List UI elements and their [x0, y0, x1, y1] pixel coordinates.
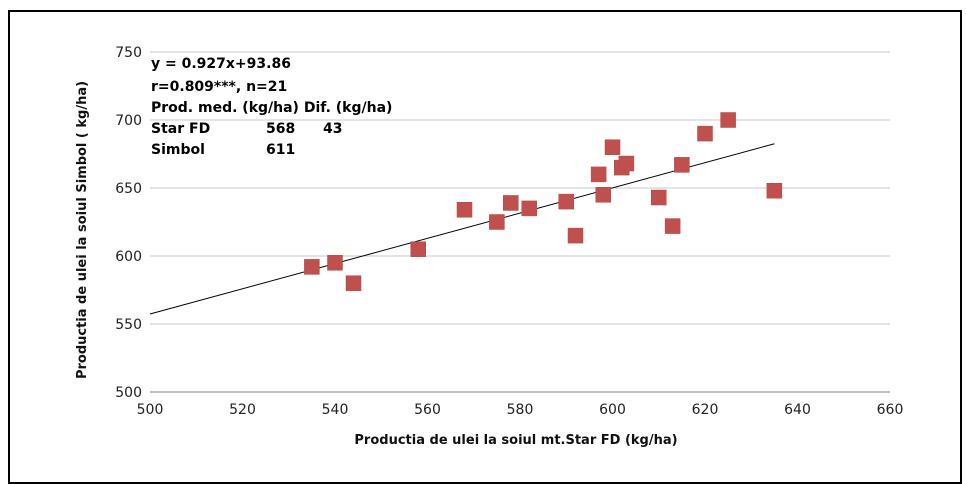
data-point	[559, 194, 574, 209]
row-star-fd-mean: 568	[266, 121, 295, 137]
data-point	[346, 276, 361, 291]
annotation-box: y = 0.927x+93.86 r=0.809***, n=21 Prod. …	[151, 56, 392, 158]
x-tick-label: 580	[507, 402, 534, 418]
regression-equation: y = 0.927x+93.86	[151, 56, 291, 72]
y-tick-label: 750	[115, 45, 142, 61]
x-tick-label: 540	[322, 402, 349, 418]
mean-table-header: Prod. med. (kg/ha) Dif. (kg/ha)	[151, 100, 392, 116]
data-point	[304, 259, 319, 274]
y-axis-title: Productia de ulei la soiul Simbol ( kg/h…	[75, 81, 90, 379]
data-point	[411, 242, 426, 257]
y-tick-label: 700	[115, 113, 142, 129]
y-tick-label: 500	[115, 385, 142, 401]
x-tick-label: 600	[599, 402, 626, 418]
row-star-fd-diff: 43	[323, 121, 342, 137]
data-point	[698, 126, 713, 141]
x-tick-label: 520	[229, 402, 256, 418]
data-point	[503, 195, 518, 210]
data-point	[619, 156, 634, 171]
data-point	[489, 215, 504, 230]
x-tick-label: 660	[877, 402, 904, 418]
scatter-chart: 500 550 600 650 700 750 500 520 540 560 580 600 620…	[10, 12, 960, 482]
chart-frame: 500 550 600 650 700 750 500 520 540 560 580 600 620…	[8, 10, 962, 484]
row-star-fd-name: Star FD	[151, 121, 210, 137]
x-tick-labels: 500 520 540 560 580 600 620 640 660	[137, 402, 904, 418]
data-point	[665, 219, 680, 234]
x-tick-label: 620	[692, 402, 719, 418]
data-point	[596, 187, 611, 202]
data-point	[522, 201, 537, 216]
x-tick-label: 560	[414, 402, 441, 418]
data-point	[721, 113, 736, 128]
data-point	[767, 183, 782, 198]
x-axis-title: Productia de ulei la soiul mt.Star FD (k…	[354, 433, 677, 448]
x-tick-label: 640	[784, 402, 811, 418]
data-point	[591, 167, 606, 182]
row-simbol-mean: 611	[266, 142, 295, 158]
data-points	[304, 113, 782, 291]
data-point	[651, 190, 666, 205]
data-point	[605, 140, 620, 155]
row-simbol-name: Simbol	[151, 142, 205, 158]
correlation-stats: r=0.809***, n=21	[151, 79, 287, 95]
data-point	[328, 255, 343, 270]
y-tick-label: 650	[115, 181, 142, 197]
data-point	[457, 202, 472, 217]
data-point	[674, 157, 689, 172]
y-tick-label: 550	[115, 317, 142, 333]
y-tick-label: 600	[115, 249, 142, 265]
data-point	[568, 228, 583, 243]
y-tick-labels: 500 550 600 650 700 750	[115, 45, 142, 401]
x-tick-label: 500	[137, 402, 164, 418]
